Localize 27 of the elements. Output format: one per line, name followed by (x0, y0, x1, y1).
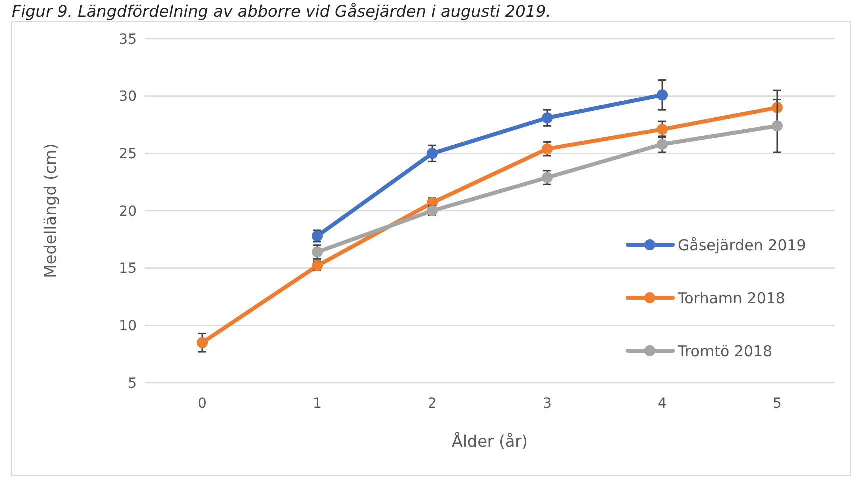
x-tick-label: 2 (428, 396, 437, 412)
point (657, 124, 668, 136)
y-tick-label: 5 (128, 376, 137, 392)
chart-title: Figur 9. Längdfördelning av abborre vid Gåsejärden i augusti 2019. (12, 2, 552, 21)
y-axis-title: Medellängd (cm) (41, 144, 60, 278)
point (427, 148, 438, 160)
point (657, 90, 668, 101)
x-tick-label: 1 (313, 396, 322, 412)
point (542, 112, 553, 124)
point (197, 337, 208, 348)
legend-label: Gåsejärden 2019 (678, 236, 806, 254)
y-tick-label: 20 (119, 204, 137, 220)
x-tick-label: 3 (543, 396, 552, 412)
point (542, 144, 553, 155)
legend-label: Torhamn 2018 (677, 289, 786, 308)
legend-label: Tromtö 2018 (677, 342, 773, 360)
x-axis-title: Ålder (år) (452, 432, 528, 451)
y-tick-label: 35 (119, 32, 137, 48)
x-tick-label: 4 (658, 396, 668, 412)
x-tick-label: 5 (773, 396, 782, 412)
y-tick-label: 10 (119, 318, 137, 335)
x-tick-label: 0 (198, 396, 207, 412)
point (772, 120, 783, 132)
point (657, 138, 668, 150)
y-tick-label: 15 (119, 261, 137, 278)
y-tick-label: 30 (119, 89, 137, 106)
y-tick-label: 25 (119, 146, 137, 163)
